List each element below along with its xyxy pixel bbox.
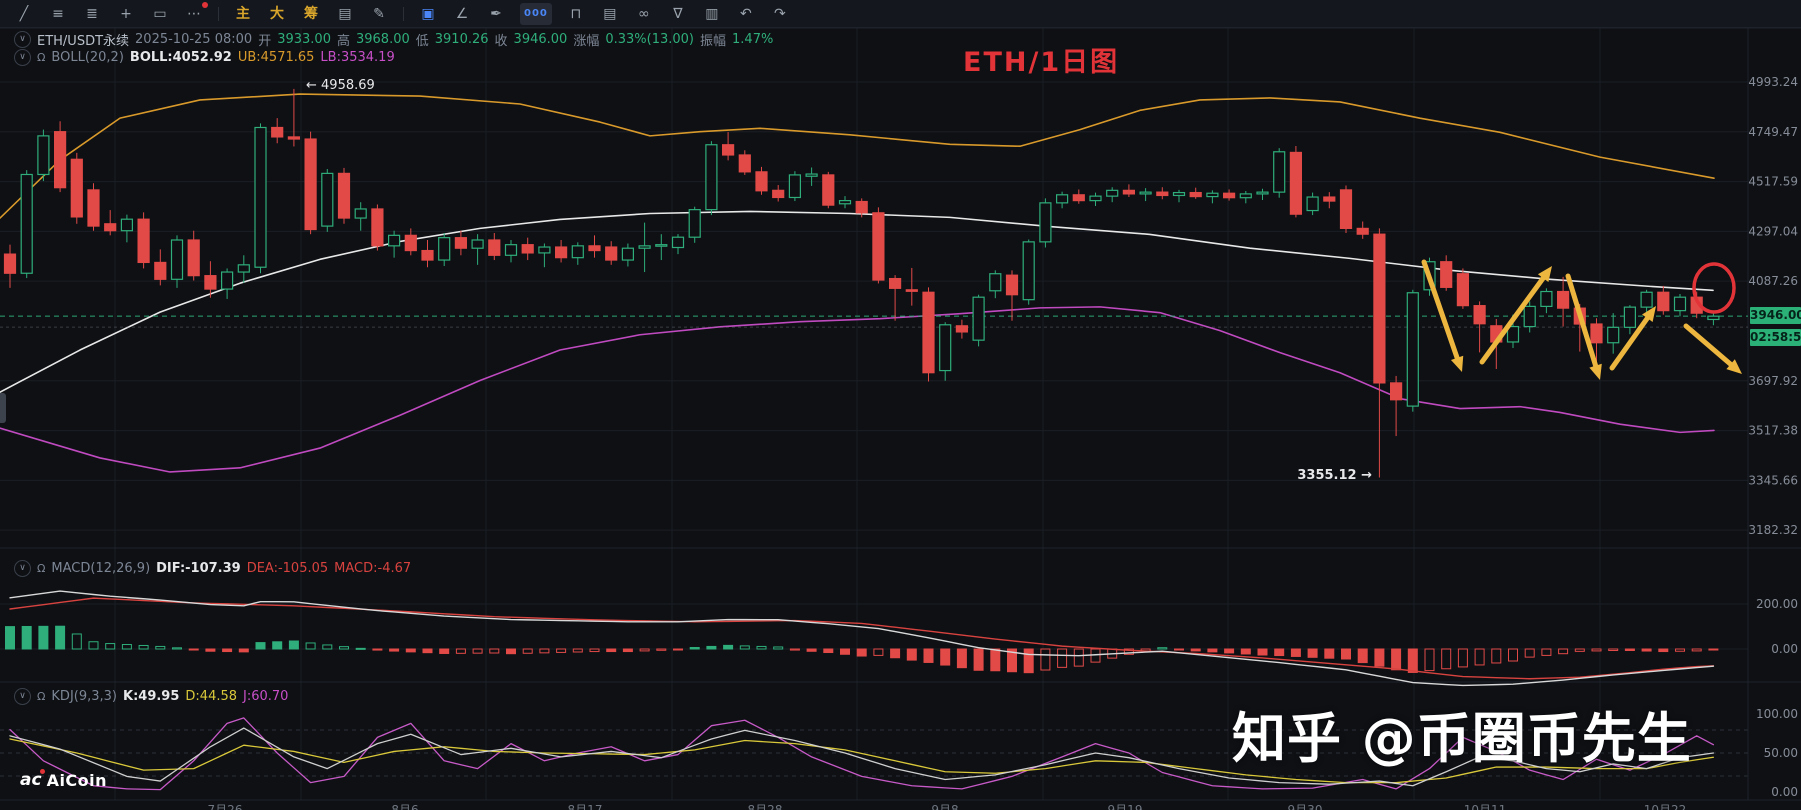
candle-time: 2025-10-25 08:00 (135, 32, 253, 47)
toolbar-divider (218, 6, 219, 21)
undo-icon[interactable]: ↶ (740, 5, 752, 22)
alert-bell-icon[interactable]: Ω (37, 690, 46, 703)
chart-title: ETH/1日图 (963, 47, 1120, 78)
svg-text:50.00: 50.00 (1764, 746, 1798, 760)
trash-icon[interactable]: ▥ (705, 5, 719, 22)
collapse-chevron-icon[interactable]: ∨ (14, 688, 31, 705)
kdj-k-value: K:49.95 (123, 689, 180, 704)
drawing-toolbar: ╱ ≡ ≣ + ▭ ⋯ 主 大 筹 ▤ ✎ ▣ ∠ ✒ 000 ⊓ ▤ ∞ ∇ ▥ ↶ ↷ (0, 0, 1801, 28)
ooo-measure-icon[interactable]: 000 (520, 2, 552, 25)
macd-hist-value: MACD:-4.67 (334, 561, 412, 576)
svg-text:8月28: 8月28 (748, 803, 783, 810)
large-view-button[interactable]: 大 (270, 5, 284, 22)
svg-text:7月26: 7月26 (208, 803, 243, 810)
macd-indicator-bar: ∨ Ω MACD(12,26,9) DIF:-107.39 DEA:-105.0… (14, 560, 411, 577)
boll-indicator-bar: ∨ Ω BOLL(20,2) BOLL:4052.92 UB:4571.65 L… (14, 49, 395, 66)
boll-mid-value: BOLL:4052.92 (129, 50, 232, 65)
boll-name[interactable]: BOLL(20,2) (51, 50, 124, 65)
kdj-d-value: D:44.58 (185, 689, 238, 704)
macd-name[interactable]: MACD(12,26,9) (51, 561, 151, 576)
alert-bell-icon[interactable]: Ω (37, 562, 46, 575)
low-label: 低 (415, 34, 429, 49)
svg-text:3182.32: 3182.32 (1748, 523, 1798, 537)
lock-icon[interactable]: ⊓ (570, 5, 582, 22)
draw-line-icon[interactable]: ╱ (19, 5, 29, 22)
brush-icon[interactable]: ✎ (373, 5, 385, 22)
svg-text:4749.47: 4749.47 (1748, 125, 1798, 139)
aicoin-logo-word: AiCoin (46, 770, 108, 790)
edit-panel-icon[interactable]: ▤ (338, 5, 352, 22)
macd-dif-value: DIF:-107.39 (156, 561, 241, 576)
high-price-annotation: ← 4958.69 (306, 78, 375, 93)
collapse-chevron-icon[interactable]: ∨ (14, 49, 31, 66)
ruler-icon[interactable]: ∠ (455, 5, 469, 22)
bookmark-icon[interactable]: ▣ (421, 5, 435, 22)
link-icon[interactable]: ∞ (638, 5, 650, 22)
svg-text:10月22: 10月22 (1644, 803, 1687, 810)
low-value: 3910.26 (434, 32, 489, 47)
order-note-icon[interactable]: ▤ (603, 5, 617, 22)
indicator-settings-icon[interactable]: ≡ (52, 5, 64, 22)
high-value: 3968.00 (355, 32, 410, 47)
chips-button[interactable]: 筹 (304, 5, 318, 22)
macd-dea-value: DEA:-105.05 (246, 561, 329, 576)
amplitude-label: 振幅 (700, 34, 727, 49)
change-value: 0.33%(13.00) (605, 32, 694, 47)
change-label: 涨幅 (573, 34, 600, 49)
high-label: 高 (336, 34, 350, 49)
crosshair-icon[interactable]: + (120, 5, 132, 22)
symbol-info-bar: ∨ ETH/USDT永续 2025-10-25 08:00 开 3933.00 … (14, 30, 773, 49)
svg-text:4517.59: 4517.59 (1748, 175, 1798, 189)
alert-bell-icon[interactable]: Ω (37, 51, 46, 64)
more-icon[interactable]: ⋯ (184, 1, 208, 24)
main-chart-button[interactable]: 主 (236, 5, 250, 22)
redo-icon[interactable]: ↷ (774, 5, 786, 22)
kdj-name[interactable]: KDJ(9,3,3) (51, 689, 117, 704)
svg-text:0.00: 0.00 (1771, 642, 1798, 656)
countdown-badge: 02:58:57 (1750, 329, 1801, 346)
svg-text:8月6: 8月6 (391, 803, 418, 810)
open-label: 开 (258, 34, 272, 49)
svg-text:4993.24: 4993.24 (1748, 75, 1798, 89)
amplitude-value: 1.47% (732, 32, 774, 47)
svg-text:3345.66: 3345.66 (1748, 473, 1798, 487)
svg-text:8月17: 8月17 (568, 803, 603, 810)
boll-ub-value: UB:4571.65 (237, 50, 315, 65)
open-value: 3933.00 (277, 32, 331, 47)
svg-text:3517.38: 3517.38 (1748, 424, 1798, 438)
symbol-name[interactable]: ETH/USDT永续 (37, 34, 130, 49)
watermark-text: 知乎 @币圈币先生 (1232, 707, 1692, 770)
svg-text:9月30: 9月30 (1288, 803, 1323, 810)
rectangle-tool-icon[interactable]: ▭ (153, 5, 167, 22)
svg-text:9月8: 9月8 (931, 803, 958, 810)
collapse-chevron-icon[interactable]: ∨ (14, 560, 31, 577)
logo-red-dot (39, 769, 45, 774)
pen-icon[interactable]: ✒ (490, 5, 502, 22)
svg-text:200.00: 200.00 (1756, 597, 1798, 611)
list-icon[interactable]: ≣ (86, 5, 98, 22)
svg-text:9月19: 9月19 (1108, 803, 1143, 810)
svg-text:3697.92: 3697.92 (1748, 374, 1798, 388)
svg-text:4087.26: 4087.26 (1748, 274, 1798, 288)
current-price-badge: 3946.00 (1750, 307, 1801, 324)
close-label: 收 (494, 34, 508, 49)
side-panel-handle[interactable] (0, 393, 6, 423)
close-value: 3946.00 (513, 32, 568, 47)
kdj-indicator-bar: ∨ Ω KDJ(9,3,3) K:49.95 D:44.58 J:60.70 (14, 688, 288, 705)
svg-text:0.00: 0.00 (1771, 785, 1798, 799)
filter-icon[interactable]: ∇ (673, 5, 683, 22)
low-price-annotation: 3355.12 → (1297, 468, 1372, 483)
boll-lb-value: LB:3534.19 (320, 50, 395, 65)
kdj-j-value: J:60.70 (243, 689, 289, 704)
collapse-chevron-icon[interactable]: ∨ (14, 31, 31, 48)
svg-text:10月11: 10月11 (1464, 803, 1507, 810)
toolbar-divider (403, 6, 404, 21)
svg-text:100.00: 100.00 (1756, 707, 1798, 721)
notification-dot (202, 1, 208, 8)
svg-text:4297.04: 4297.04 (1748, 224, 1798, 238)
